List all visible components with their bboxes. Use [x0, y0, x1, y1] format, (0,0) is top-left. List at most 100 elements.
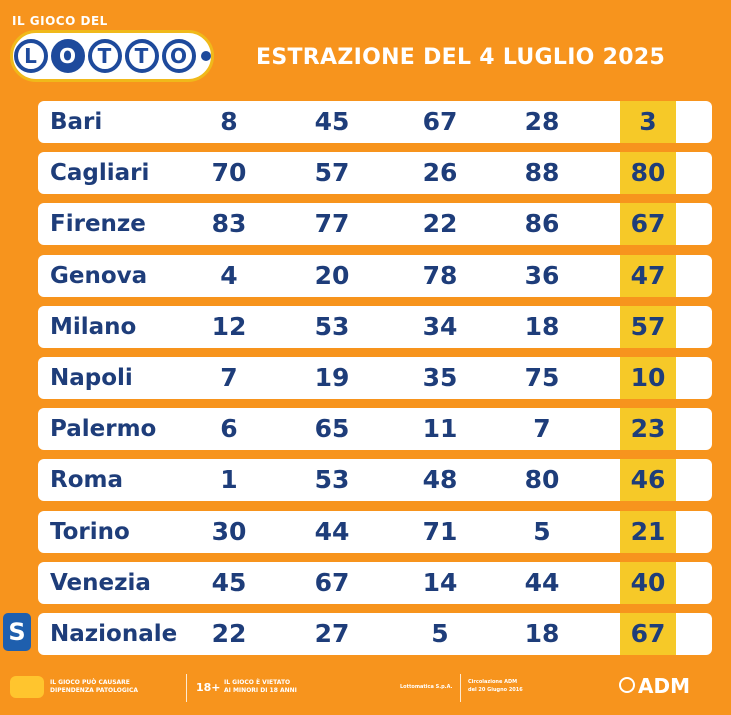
number-5: 10 [620, 356, 676, 399]
number-3: 48 [422, 465, 458, 495]
table-row: Torino 30 44 71 5 21 [38, 510, 712, 553]
table-row: Genova 4 20 78 36 47 [38, 254, 712, 297]
adm-logo: ADM [638, 674, 690, 698]
number-2: 53 [314, 465, 350, 495]
table-row: Roma 1 53 48 80 46 [38, 459, 712, 502]
number-5: 3 [620, 101, 676, 143]
lotto-logo: L O T T O [10, 30, 214, 82]
footer-divider [186, 674, 187, 702]
city-name: Palermo [50, 416, 157, 443]
number-5: 67 [620, 612, 676, 655]
number-5: 40 [620, 561, 676, 604]
footer-divider [460, 674, 461, 702]
number-2: 19 [314, 362, 350, 392]
number-2: 53 [314, 311, 350, 341]
city-name: Bari [50, 109, 103, 135]
number-5: 46 [620, 459, 676, 502]
city-name: Firenze [50, 211, 146, 238]
number-2: 45 [314, 107, 350, 136]
number-1: 12 [211, 311, 247, 341]
number-5: 23 [620, 408, 676, 451]
logo-letter-t2: T [124, 39, 159, 73]
footer-circular-line-2: del 20 Giugno 2016 [468, 687, 523, 693]
number-1: 8 [220, 107, 238, 136]
city-name: Nazionale [50, 620, 178, 647]
number-4: 80 [524, 465, 560, 495]
city-name: Torino [50, 518, 130, 545]
logo-letter-t1: T [87, 39, 122, 73]
number-5: 57 [620, 305, 676, 348]
number-5: 67 [620, 203, 676, 246]
table-row: Palermo 6 65 11 7 23 [38, 408, 712, 451]
number-2: 77 [314, 209, 350, 239]
number-1: 45 [211, 567, 247, 597]
number-5: 21 [620, 510, 676, 553]
number-3: 5 [431, 618, 449, 648]
brand-top-text: IL GIOCO DEL [12, 14, 108, 28]
number-1: 4 [220, 260, 238, 290]
number-4: 18 [524, 618, 560, 648]
number-4: 88 [524, 158, 560, 188]
number-1: 83 [211, 209, 247, 239]
table-row: Venezia 45 67 14 44 40 [38, 561, 712, 604]
footer-warning-1-line-1: IL GIOCO PUÒ CAUSARE [50, 679, 130, 686]
number-1: 6 [220, 414, 238, 444]
results-table: Bari 8 45 67 28 3 Cagliari 70 57 26 88 8… [38, 101, 712, 664]
number-2: 27 [314, 618, 350, 648]
table-row: Napoli 7 19 35 75 10 [38, 356, 712, 399]
number-3: 14 [422, 567, 458, 597]
footer-circular-line-1: Circolazione ADM [468, 679, 518, 685]
logo-letter-o: O [50, 39, 85, 73]
logo-letter-l: L [13, 39, 48, 73]
city-name: Roma [50, 467, 123, 494]
number-1: 30 [211, 516, 247, 546]
number-4: 86 [524, 209, 560, 239]
number-3: 26 [422, 158, 458, 188]
city-name: Venezia [50, 569, 151, 596]
number-1: 1 [220, 465, 238, 495]
city-name: Cagliari [50, 160, 150, 187]
number-4: 18 [524, 311, 560, 341]
number-4: 7 [533, 414, 551, 444]
city-name: Genova [50, 262, 148, 289]
number-2: 44 [314, 516, 350, 546]
adm-seal-icon [619, 677, 635, 693]
number-3: 35 [422, 362, 458, 392]
footer-operator: Lottomatica S.p.A. [400, 684, 453, 690]
city-name: Napoli [50, 364, 133, 391]
number-4: 75 [524, 362, 560, 392]
number-4: 36 [524, 260, 560, 290]
number-1: 70 [211, 158, 247, 188]
number-2: 67 [314, 567, 350, 597]
number-5: 80 [620, 152, 676, 195]
table-row: Firenze 83 77 22 86 67 [38, 203, 712, 246]
number-4: 5 [533, 516, 551, 546]
table-row: Bari 8 45 67 28 3 [38, 101, 712, 143]
number-4: 44 [524, 567, 560, 597]
logo-dot-icon [200, 51, 211, 61]
number-3: 67 [422, 107, 458, 136]
age-badge: 18+ [196, 681, 221, 694]
number-2: 65 [314, 414, 350, 444]
number-3: 22 [422, 209, 458, 239]
footer-logo-icon [10, 676, 44, 698]
number-3: 34 [422, 311, 458, 341]
page-title: ESTRAZIONE DEL 4 LUGLIO 2025 [256, 45, 666, 70]
number-3: 11 [422, 414, 458, 444]
number-1: 7 [220, 362, 238, 392]
logo-letter-o2: O [161, 39, 196, 73]
number-3: 71 [422, 516, 458, 546]
city-name: Milano [50, 313, 137, 340]
superenalotto-badge-icon: S [3, 613, 31, 651]
footer-warning-2-line-1: IL GIOCO È VIETATO [224, 679, 291, 686]
number-3: 78 [422, 260, 458, 290]
number-1: 22 [211, 618, 247, 648]
table-row: Cagliari 70 57 26 88 80 [38, 152, 712, 195]
number-5: 47 [620, 254, 676, 297]
footer-warning-2-line-2: AI MINORI DI 18 ANNI [224, 687, 297, 694]
number-2: 20 [314, 260, 350, 290]
number-2: 57 [314, 158, 350, 188]
footer-warning-1-line-2: DIPENDENZA PATOLOGICA [50, 687, 139, 694]
number-4: 28 [524, 107, 560, 136]
table-row: Milano 12 53 34 18 57 [38, 305, 712, 348]
